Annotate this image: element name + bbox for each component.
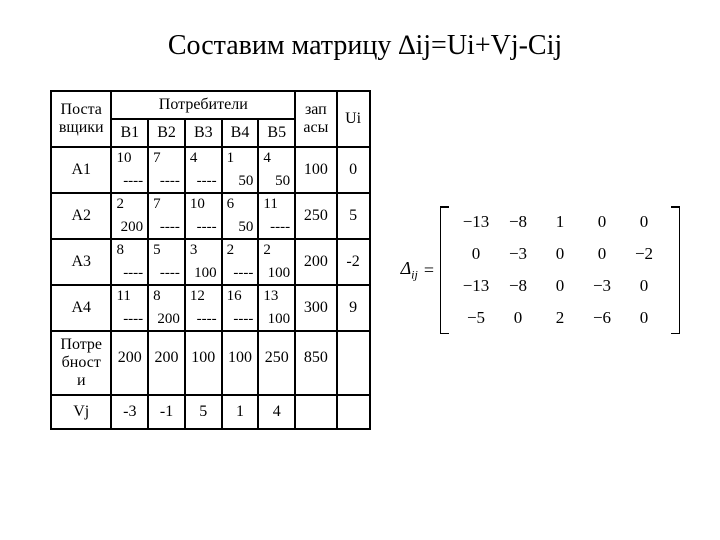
matrix-cell: −8 [497, 270, 539, 302]
demand-value: 250 [259, 332, 294, 384]
col-b4: В4 [222, 119, 259, 147]
cell: 10---- [112, 148, 147, 192]
demand-value: 200 [149, 332, 184, 384]
table-row: А3 8---- 5---- 3100 2---- 2100 200 -2 [51, 239, 370, 285]
cell: 11---- [259, 194, 294, 238]
matrix-cell: 0 [623, 270, 665, 302]
delta-matrix: Δij = −13 −8 1 0 0 0 −3 0 0 −2 [401, 206, 680, 334]
row-label: А3 [52, 240, 110, 284]
ui-value: 0 [338, 148, 369, 192]
demand-value: 200 [112, 332, 147, 384]
ui-value: -2 [338, 240, 369, 284]
demand-label: Потре бност и [51, 331, 111, 395]
cell: 8---- [112, 240, 147, 284]
cell: 11---- [112, 286, 147, 330]
matrix-cell: 0 [497, 302, 539, 334]
cell: 10---- [186, 194, 221, 238]
ui-value: 5 [338, 194, 369, 238]
matrix-cell: −8 [497, 206, 539, 238]
cell: 7---- [149, 194, 184, 238]
consumers-header: Потребители [111, 91, 295, 119]
equals-sign: = [424, 260, 434, 281]
vj-value: -1 [149, 396, 184, 428]
cell: 7---- [149, 148, 184, 192]
right-bracket-icon [671, 206, 680, 334]
col-b1: В1 [111, 119, 148, 147]
matrix-cell: 0 [539, 270, 581, 302]
cell: 2---- [223, 240, 258, 284]
stock-header: зап асы [295, 91, 336, 147]
cell: 2200 [112, 194, 147, 238]
ui-header: Ui [337, 91, 370, 147]
stock-value: 100 [296, 148, 335, 192]
table-row: А4 11---- 8200 12---- 16---- 13100 300 9 [51, 285, 370, 331]
total-stock: 850 [296, 332, 335, 384]
matrix-cell: −13 [455, 270, 497, 302]
matrix-cell: 1 [539, 206, 581, 238]
matrix-cell: −3 [581, 270, 623, 302]
matrix-cell: 0 [581, 238, 623, 270]
matrix-cell: 0 [455, 238, 497, 270]
cell: 3100 [186, 240, 221, 284]
stock-value: 300 [296, 286, 335, 330]
corner-label: Поста вщики [51, 91, 111, 147]
stock-value: 200 [296, 240, 335, 284]
row-label: А4 [52, 286, 110, 330]
table-row: А2 2200 7---- 10---- 650 11---- 250 5 [51, 193, 370, 239]
matrix-cell: 0 [623, 206, 665, 238]
matrix-cell: −6 [581, 302, 623, 334]
matrix-cell: −3 [497, 238, 539, 270]
demand-value: 100 [223, 332, 258, 384]
page-title: Составим матрицу ∆ij=Ui+Vj-Cij [50, 30, 680, 62]
left-bracket-icon [440, 206, 449, 334]
table-row: А1 10---- 7---- 4---- 150 450 100 0 [51, 147, 370, 193]
vj-value: -3 [112, 396, 147, 428]
cell: 5---- [149, 240, 184, 284]
cell: 13100 [259, 286, 294, 330]
matrix-body: −13 −8 1 0 0 0 −3 0 0 −2 −13 −8 0 [455, 206, 665, 334]
content-row: Поста вщики Потребители зап асы Ui В1 В2… [50, 90, 680, 430]
vj-value: 4 [259, 396, 294, 428]
ui-value: 9 [338, 286, 369, 330]
matrix-cell: 0 [539, 238, 581, 270]
matrix-label: Δij [401, 258, 418, 283]
matrix-cell: 2 [539, 302, 581, 334]
vj-label: Vj [52, 396, 110, 428]
matrix-cell: −13 [455, 206, 497, 238]
row-label: А1 [52, 148, 110, 192]
demand-value: 100 [186, 332, 221, 384]
matrix-cell: −2 [623, 238, 665, 270]
stock-value: 250 [296, 194, 335, 238]
cell: 650 [223, 194, 258, 238]
cell: 2100 [259, 240, 294, 284]
cell: 4---- [186, 148, 221, 192]
matrix-cell: 0 [581, 206, 623, 238]
cell: 450 [259, 148, 294, 192]
cell: 150 [223, 148, 258, 192]
vj-value: 1 [223, 396, 258, 428]
matrix-cell: 0 [623, 302, 665, 334]
cell: 8200 [149, 286, 184, 330]
col-b5: В5 [258, 119, 295, 147]
matrix-cell: −5 [455, 302, 497, 334]
vj-row: Vj -3 -1 5 1 4 [51, 395, 370, 429]
vj-value: 5 [186, 396, 221, 428]
col-b2: В2 [148, 119, 185, 147]
transport-table: Поста вщики Потребители зап асы Ui В1 В2… [50, 90, 371, 430]
col-b3: В3 [185, 119, 222, 147]
row-label: А2 [52, 194, 110, 238]
cell: 16---- [223, 286, 258, 330]
demand-row: Потре бност и 200 200 100 100 250 850 [51, 331, 370, 395]
cell: 12---- [186, 286, 221, 330]
